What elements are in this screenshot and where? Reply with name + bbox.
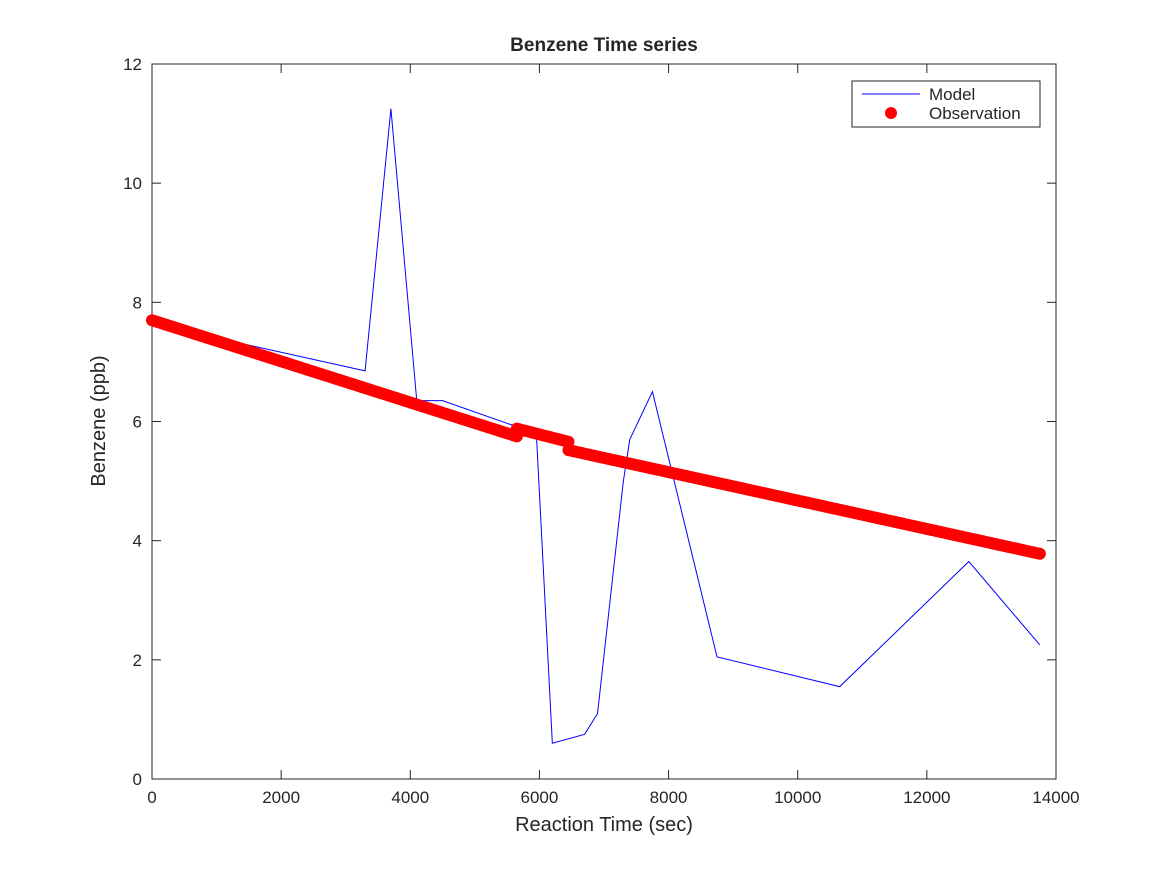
x-axis-label: Reaction Time (sec) [515,814,693,836]
y-tick-label: 12 [123,55,142,74]
legend-observation-swatch [885,107,897,119]
legend: Model Observation [851,80,1041,128]
legend-box [851,80,1041,128]
x-tick-label: 0 [147,788,156,807]
y-tick-label: 2 [133,651,142,670]
y-axis-label: Benzene (ppb) [88,355,110,486]
observation-point [1033,547,1046,560]
x-tick-label: 6000 [521,788,559,807]
x-tick-label: 8000 [650,788,688,807]
plot-area [151,63,1057,780]
model-line [151,108,1041,744]
legend-model-label: Model [929,85,975,104]
y-tick-label: 8 [133,293,142,312]
y-tick-label: 4 [133,532,142,551]
x-tick-label: 10000 [774,788,821,807]
y-tick-label: 6 [133,413,142,432]
x-tick-label: 14000 [1032,788,1079,807]
x-tick-label: 4000 [391,788,429,807]
axis-ticks: 0 2000 4000 6000 8000 10000 12000 14000 0 2 4 6 8 10 1… [123,55,1080,807]
x-tick-label: 2000 [262,788,300,807]
data-marks [146,108,1046,744]
chart-title: Benzene Time series [510,35,698,56]
x-tick-label: 12000 [903,788,950,807]
y-tick-label: 10 [123,174,142,193]
y-tick-label: 0 [133,770,142,789]
legend-observation-label: Observation [929,104,1021,123]
